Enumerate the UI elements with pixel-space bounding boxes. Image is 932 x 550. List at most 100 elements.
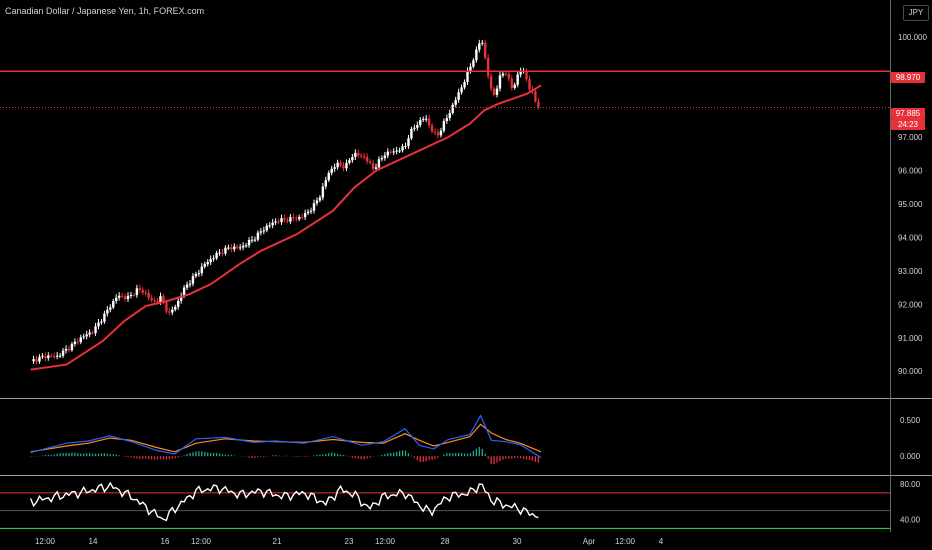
time-tick-label: 14 (89, 537, 98, 546)
candle-up (64, 348, 68, 351)
candle-up (410, 128, 413, 139)
candle-up (309, 210, 313, 212)
candle-up (401, 146, 404, 151)
candle-down (91, 332, 94, 334)
candle-up (315, 200, 319, 204)
candle-up (171, 309, 174, 313)
candle-up (469, 66, 472, 72)
candle-up (303, 213, 307, 218)
candle-up (513, 84, 516, 88)
candle-down (510, 78, 513, 88)
candle-down (300, 217, 304, 219)
candle-up (386, 151, 389, 156)
candle-up (318, 197, 322, 201)
candle-up (475, 49, 478, 61)
candle-up (324, 180, 327, 187)
currency-button[interactable]: JPY (903, 5, 929, 21)
candle-up (289, 217, 292, 222)
candle-up (182, 287, 186, 297)
candle-up (185, 284, 189, 288)
candle-down (433, 131, 437, 133)
candle-down (486, 57, 490, 77)
price-axis[interactable]: 90.000 91.000 92.000 93.000 94.000 95.000 96.0… (898, 33, 927, 525)
price-tick-label: 94.000 (898, 233, 923, 242)
candle-down (357, 152, 360, 156)
rsi-pane[interactable] (0, 481, 890, 530)
candle-up (419, 120, 422, 126)
candle-up (330, 168, 333, 173)
candle-down (168, 311, 171, 313)
candle-down (156, 301, 159, 303)
candle-up (73, 341, 77, 344)
candle-up (115, 297, 118, 302)
candle-down (165, 302, 168, 312)
candle-up (265, 225, 268, 231)
candle-countdown-label: 24:23 (891, 119, 925, 130)
candle-up (194, 273, 198, 277)
time-tick-label: 30 (513, 537, 522, 546)
candle-up (206, 262, 209, 265)
price-pane[interactable] (0, 39, 890, 371)
candle-up (241, 245, 245, 248)
candle-up (519, 71, 522, 75)
candle-up (94, 326, 97, 334)
candle-down (365, 156, 369, 162)
candle-down (76, 341, 80, 343)
price-tick-label: 96.000 (898, 167, 923, 176)
candle-up (47, 355, 50, 359)
candle-up (197, 273, 201, 275)
candle-up (298, 217, 301, 220)
price-tick-label: 91.000 (898, 334, 923, 343)
candle-up (351, 157, 354, 161)
candle-down (342, 165, 345, 169)
candle-up (274, 221, 277, 223)
candle-up (117, 295, 121, 298)
time-tick-label: 23 (345, 537, 354, 546)
time-tick-label: 21 (273, 537, 282, 546)
candle-down (427, 118, 431, 126)
candle-up (280, 218, 283, 223)
candle-up (383, 155, 387, 158)
price-tick-label: 95.000 (898, 200, 923, 209)
candle-down (67, 348, 71, 351)
candle-down (50, 355, 53, 357)
candle-up (200, 266, 204, 274)
macd-pane[interactable] (29, 414, 542, 465)
time-tick-label: 12:00 (615, 537, 636, 546)
candle-up (271, 222, 274, 226)
candle-up (250, 239, 254, 241)
candle-up (256, 232, 260, 240)
candle-up (262, 230, 266, 232)
candle-up (218, 252, 221, 254)
candle-down (484, 42, 487, 58)
time-axis[interactable]: 12:00 14 16 12:00 21 23 12:00 28 30 Apr 12:00 4 (35, 537, 664, 546)
candle-up (259, 231, 263, 233)
candle-up (380, 157, 384, 160)
macd-tick-label: 0.000 (900, 452, 921, 461)
candle-up (306, 211, 310, 214)
chart-title: Canadian Dollar / Japanese Yen, 1h, FORE… (5, 6, 205, 16)
candle-up (188, 283, 192, 285)
candle-down (360, 155, 363, 157)
price-tick-label: 93.000 (898, 267, 923, 276)
candle-up (481, 42, 484, 44)
candle-up (398, 150, 401, 152)
candle-up (413, 127, 416, 129)
candle-up (32, 359, 35, 362)
candle-down (132, 295, 136, 297)
candle-up (109, 307, 112, 310)
rsi-tick-label: 80.00 (900, 480, 921, 489)
candle-down (528, 79, 531, 90)
candle-down (389, 151, 392, 153)
time-tick-label: 12:00 (35, 537, 56, 546)
candle-up (424, 118, 428, 120)
candle-down (138, 288, 142, 290)
time-tick-label: 12:00 (191, 537, 212, 546)
candle-up (247, 240, 251, 246)
candle-up (177, 300, 180, 307)
candle-up (448, 112, 451, 119)
candle-up (268, 225, 271, 227)
candle-up (85, 334, 88, 337)
candle-down (123, 296, 127, 300)
